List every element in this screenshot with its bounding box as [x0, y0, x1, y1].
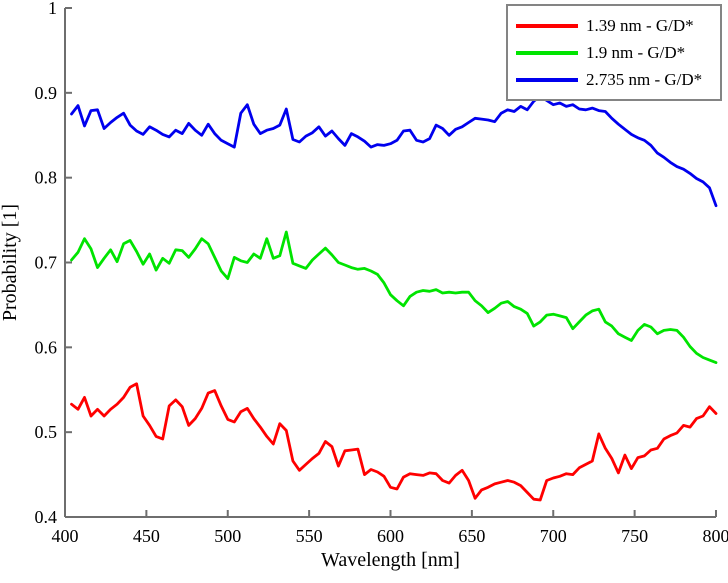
x-tick-label: 800 — [703, 526, 728, 546]
legend-label-blue: 2.735 nm - G/D* — [586, 69, 703, 89]
x-tick-label: 750 — [621, 526, 648, 546]
x-tick-label: 450 — [133, 526, 160, 546]
y-tick-label: 1 — [48, 0, 57, 18]
y-tick-label: 0.8 — [35, 168, 58, 188]
y-tick-label: 0.7 — [35, 253, 58, 273]
x-tick-label: 600 — [377, 526, 404, 546]
x-tick-label: 650 — [458, 526, 485, 546]
legend-item-blue: 2.735 nm - G/D* — [516, 66, 712, 93]
x-axis-label: Wavelength [nm] — [321, 549, 460, 571]
y-tick-label: 0.6 — [35, 337, 58, 357]
y-tick-label: 0.4 — [35, 507, 58, 527]
y-axis-label: Probability [1] — [0, 204, 21, 321]
legend-item-green: 1.9 nm - G/D* — [516, 39, 712, 66]
legend-label-red: 1.39 nm - G/D* — [586, 15, 694, 35]
series-line-green — [70, 230, 718, 365]
legend-item-red: 1.39 nm - G/D* — [516, 12, 712, 39]
blue-line-swatch — [516, 77, 578, 82]
legend-label-green: 1.9 nm - G/D* — [586, 42, 686, 62]
y-tick-label: 0.9 — [35, 83, 58, 103]
x-tick-label: 400 — [52, 526, 79, 546]
legend: 1.39 nm - G/D* 1.9 nm - G/D* 2.735 nm - … — [506, 4, 722, 101]
red-line-swatch — [516, 23, 578, 28]
y-tick-label: 0.5 — [35, 422, 58, 442]
x-tick-label: 550 — [296, 526, 323, 546]
x-tick-label: 500 — [214, 526, 241, 546]
series-line-blue — [70, 94, 718, 208]
green-line-swatch — [516, 50, 578, 55]
x-tick-label: 700 — [540, 526, 567, 546]
series-line-red — [70, 382, 718, 502]
